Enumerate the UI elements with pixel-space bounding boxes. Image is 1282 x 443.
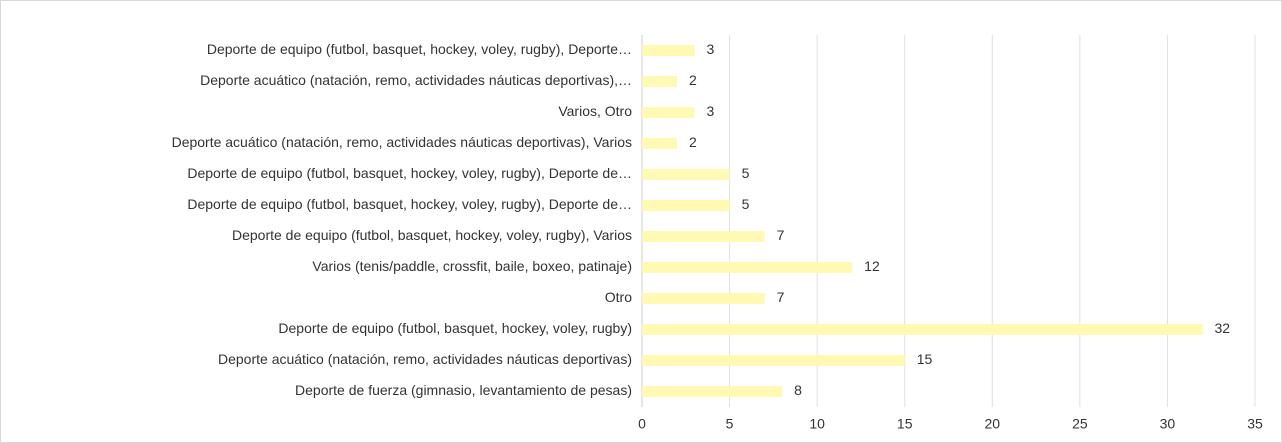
data-label: 32 xyxy=(1214,320,1230,336)
data-label: 5 xyxy=(742,196,750,212)
bar xyxy=(642,293,765,304)
x-tick-label: 0 xyxy=(638,416,646,432)
y-tick-label: Deporte de equipo (futbol, basquet, hock… xyxy=(187,165,632,181)
bar xyxy=(642,107,695,118)
data-label: 12 xyxy=(864,258,880,274)
x-tick-label: 5 xyxy=(726,416,734,432)
bar xyxy=(642,324,1203,335)
bar xyxy=(642,169,730,180)
y-tick-label: Varios (tenis/paddle, crossfit, baile, b… xyxy=(312,258,632,274)
bar xyxy=(642,386,783,397)
data-label: 2 xyxy=(689,134,697,150)
y-tick-label: Deporte de equipo (futbol, basquet, hock… xyxy=(187,196,632,212)
y-tick-label: Deporte acuático (natación, remo, activi… xyxy=(200,72,632,88)
x-tick-label: 30 xyxy=(1160,416,1176,432)
bar xyxy=(642,200,730,211)
y-tick-label: Varios, Otro xyxy=(558,103,632,119)
bar xyxy=(642,45,695,56)
data-label: 3 xyxy=(707,103,715,119)
y-tick-label: Deporte de equipo (futbol, basquet, hock… xyxy=(278,320,632,336)
bar xyxy=(642,76,678,87)
x-tick-label: 35 xyxy=(1247,416,1263,432)
data-label: 7 xyxy=(777,227,785,243)
bar xyxy=(642,262,853,273)
y-tick-label: Deporte de equipo (futbol, basquet, hock… xyxy=(232,227,632,243)
data-label: 8 xyxy=(794,382,802,398)
y-tick-label: Deporte de fuerza (gimnasio, levantamien… xyxy=(295,382,632,398)
x-tick-label: 25 xyxy=(1072,416,1088,432)
x-tick-label: 20 xyxy=(984,416,1000,432)
x-tick-label: 10 xyxy=(809,416,825,432)
y-tick-label: Deporte de equipo (futbol, basquet, hock… xyxy=(207,41,632,57)
data-label: 15 xyxy=(917,351,933,367)
bar xyxy=(642,231,765,242)
bar xyxy=(642,355,905,366)
y-tick-label: Deporte acuático (natación, remo, activi… xyxy=(172,134,632,150)
data-label: 7 xyxy=(777,289,785,305)
y-tick-label: Deporte acuático (natación, remo, activi… xyxy=(218,351,632,367)
data-label: 2 xyxy=(689,72,697,88)
data-label: 5 xyxy=(742,165,750,181)
y-tick-label: Otro xyxy=(605,289,632,305)
data-label: 3 xyxy=(707,41,715,57)
bar xyxy=(642,138,678,149)
x-tick-label: 15 xyxy=(897,416,913,432)
